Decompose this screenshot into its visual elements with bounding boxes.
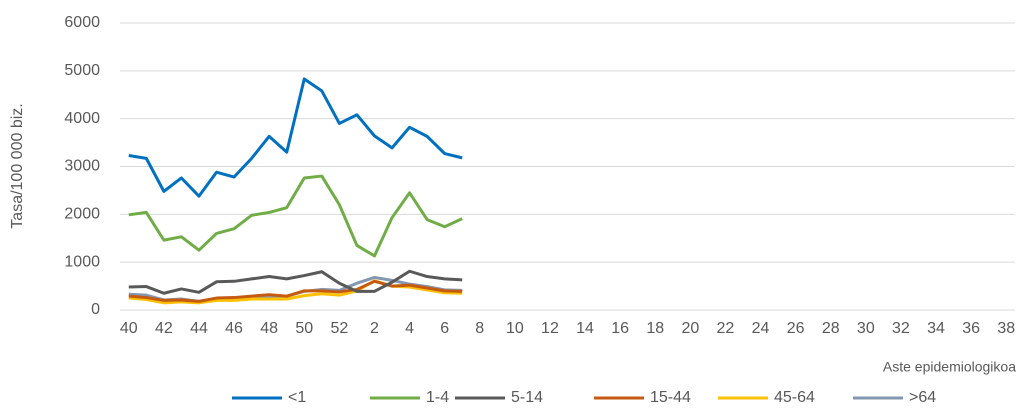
x-tick-label: 48 (260, 320, 278, 337)
y-tick-label: 2000 (64, 206, 100, 223)
y-tick-label: 0 (91, 301, 100, 318)
x-tick-label: 46 (225, 320, 243, 337)
x-tick-label: 12 (541, 320, 559, 337)
x-tick-label: 50 (295, 320, 313, 337)
legend-label: >64 (909, 389, 936, 406)
legend-label: 1-4 (426, 389, 449, 406)
x-tick-label: 8 (475, 320, 484, 337)
legend-label: 15-44 (650, 389, 691, 406)
legend-label: <1 (288, 389, 306, 406)
x-tick-label: 4 (405, 320, 414, 337)
x-tick-label: 14 (576, 320, 594, 337)
x-tick-label: 38 (997, 320, 1015, 337)
x-axis-title: Aste epidemiologikoa (883, 359, 1016, 375)
x-tick-label: 22 (717, 320, 735, 337)
y-tick-label: 1000 (64, 253, 100, 270)
x-tick-label: 42 (155, 320, 173, 337)
x-tick-label: 6 (440, 320, 449, 337)
x-tick-label: 20 (681, 320, 699, 337)
x-tick-label: 24 (752, 320, 770, 337)
x-tick-label: 44 (190, 320, 208, 337)
x-tick-label: 18 (646, 320, 664, 337)
y-tick-label: 3000 (64, 158, 100, 175)
x-tick-label: 16 (611, 320, 629, 337)
legend-label: 5-14 (511, 389, 543, 406)
y-tick-label: 5000 (64, 62, 100, 79)
y-tick-label: 4000 (64, 110, 100, 127)
series-line (128, 269, 463, 295)
y-tick-label: 6000 (64, 14, 100, 31)
x-tick-label: 28 (822, 320, 840, 337)
series-line (128, 77, 463, 198)
x-tick-label: 10 (506, 320, 524, 337)
x-tick-label: 2 (370, 320, 379, 337)
series-line (128, 279, 463, 303)
x-tick-label: 40 (120, 320, 138, 337)
x-tick-label: 36 (962, 320, 980, 337)
x-tick-label: 30 (857, 320, 875, 337)
x-tick-label: 34 (927, 320, 945, 337)
x-tick-label: 26 (787, 320, 805, 337)
series-line (128, 279, 463, 305)
series-line (128, 174, 463, 258)
legend-label: 45-64 (774, 389, 815, 406)
y-axis-title: Tasa/100 000 biz. (9, 103, 26, 228)
x-tick-label: 32 (892, 320, 910, 337)
x-tick-label: 52 (330, 320, 348, 337)
